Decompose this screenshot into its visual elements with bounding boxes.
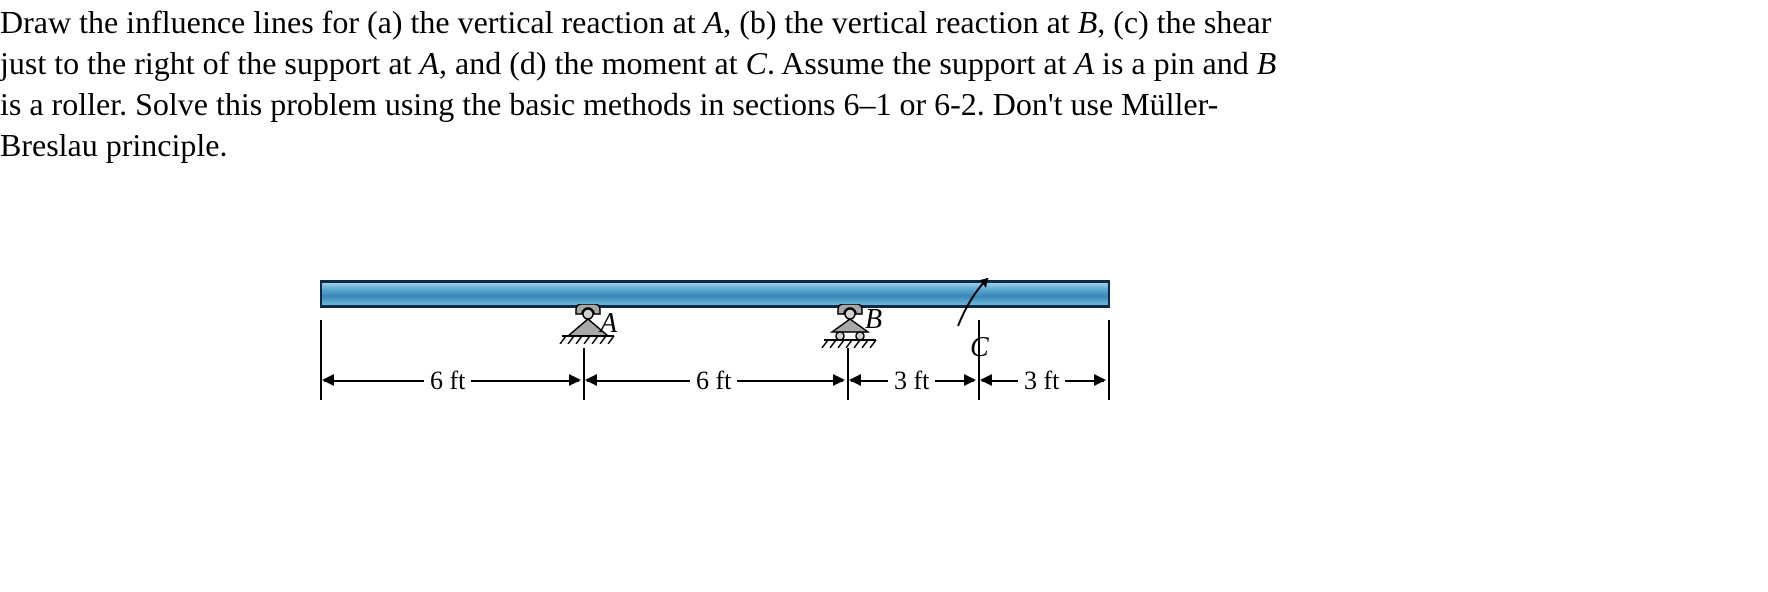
arrow-right-icon [569,374,581,386]
var-A: A [420,45,440,81]
label-A: A [600,308,617,340]
label-B: B [865,304,882,336]
text-seg: just to the right of the support at [0,45,420,81]
arrow-right-icon [964,374,976,386]
var-C: C [746,45,767,81]
dim-tick [1108,320,1110,400]
arrow-right-icon [833,374,845,386]
dim-tick [320,320,322,400]
arrow-left-icon [980,374,992,386]
text-seg: is a roller. Solve this problem using th… [0,86,1218,122]
text-seg: , (c) the shear [1097,4,1271,40]
text-seg: Breslau principle. [0,127,227,163]
arrow-right-icon [1094,374,1106,386]
arrow-left-icon [849,374,861,386]
text-seg: , (b) the vertical reaction at [723,4,1077,40]
dim-tick [978,320,980,400]
dim-label: 3 ft [888,366,935,396]
var-B: B [1078,4,1098,40]
var-A: A [1075,45,1095,81]
var-B: B [1257,45,1277,81]
text-seg: , and (d) the moment at [439,45,746,81]
text-seg: Draw the influence lines for (a) the ver… [0,4,704,40]
dim-label: 6 ft [424,366,471,396]
arrow-left-icon [322,374,334,386]
dim-label: 3 ft [1018,366,1065,396]
text-seg: is a pin and [1094,45,1257,81]
arrow-left-icon [585,374,597,386]
dim-label: 6 ft [690,366,737,396]
text-seg: . Assume the support at [767,45,1075,81]
var-A: A [704,4,724,40]
problem-statement: Draw the influence lines for (a) the ver… [0,2,1760,166]
beam-diagram: A B C 6 ft 6 ft 3 f [320,280,1110,460]
